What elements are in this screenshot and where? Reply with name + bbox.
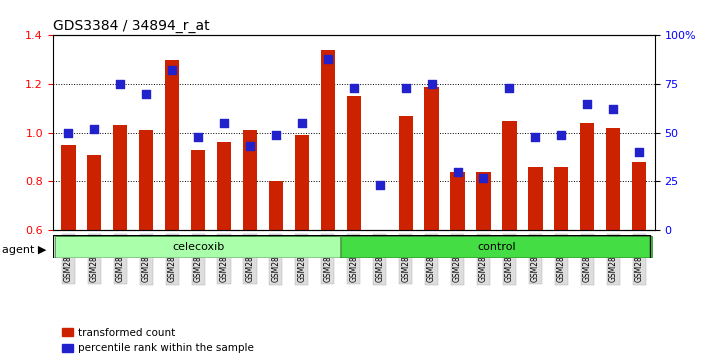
Point	[529, 134, 541, 139]
Bar	[191, 150, 206, 230]
FancyBboxPatch shape	[341, 236, 652, 258]
Point	[270, 132, 282, 138]
Bar	[502, 121, 517, 230]
Point	[452, 169, 463, 175]
Point	[192, 134, 203, 139]
Point	[634, 149, 645, 155]
Point	[218, 120, 230, 126]
Point	[167, 68, 178, 73]
Bar	[87, 155, 101, 230]
Point	[63, 130, 74, 136]
Point	[426, 81, 437, 87]
Point	[244, 144, 256, 149]
Point	[555, 132, 567, 138]
Point	[400, 85, 411, 91]
Text: celecoxib: celecoxib	[172, 242, 224, 252]
Bar	[425, 86, 439, 230]
Point	[89, 126, 100, 132]
FancyBboxPatch shape	[56, 236, 340, 258]
Bar	[61, 145, 75, 230]
Bar	[269, 181, 283, 230]
Bar	[295, 135, 309, 230]
Bar	[139, 130, 153, 230]
Bar	[451, 172, 465, 230]
Point	[296, 120, 308, 126]
Point	[322, 56, 334, 62]
Point	[348, 85, 359, 91]
Bar	[243, 130, 257, 230]
Bar	[346, 96, 361, 230]
Bar	[372, 230, 386, 322]
Bar	[398, 116, 413, 230]
Point	[608, 107, 619, 112]
Bar	[554, 167, 568, 230]
Bar	[606, 128, 620, 230]
Point	[115, 81, 126, 87]
Bar	[321, 50, 335, 230]
Bar	[580, 123, 594, 230]
Text: agent ▶: agent ▶	[2, 245, 46, 255]
Text: control: control	[477, 242, 516, 252]
Bar	[217, 142, 231, 230]
Bar	[113, 125, 127, 230]
Legend: transformed count, percentile rank within the sample: transformed count, percentile rank withi…	[58, 324, 258, 354]
Bar	[528, 167, 543, 230]
Point	[582, 101, 593, 106]
Bar	[632, 162, 646, 230]
Point	[141, 91, 152, 97]
Point	[374, 183, 385, 188]
Bar	[165, 60, 180, 230]
Bar	[477, 172, 491, 230]
Point	[478, 175, 489, 181]
Point	[504, 85, 515, 91]
Text: GDS3384 / 34894_r_at: GDS3384 / 34894_r_at	[53, 19, 209, 33]
